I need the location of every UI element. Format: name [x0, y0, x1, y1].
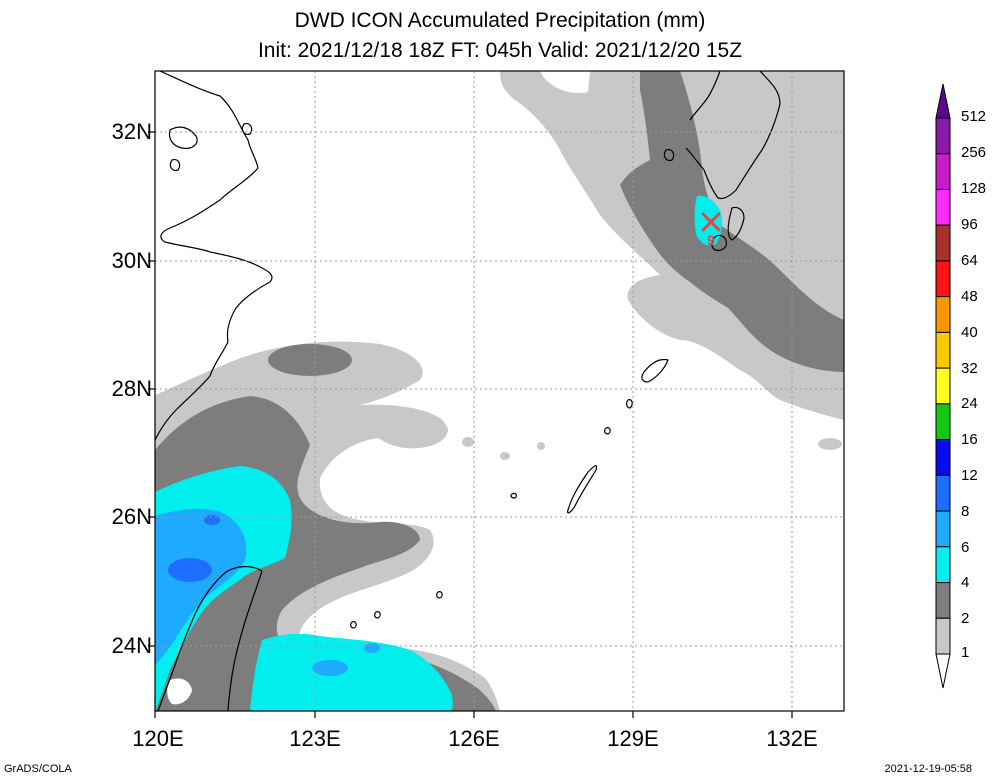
colorbar-label: 128 [961, 180, 987, 197]
colorbar-label: 8 [961, 503, 970, 520]
lake-coastline [168, 126, 198, 149]
lat-label-24n: 24N [111, 633, 152, 658]
colorbar-label: 4 [961, 574, 970, 591]
map-subtitle: Init: 2021/12/18 18Z FT: 045h Valid: 202… [257, 39, 743, 62]
colorbar-segment [935, 617, 951, 655]
colorbar-segment [935, 546, 951, 584]
colorbar-segment [935, 510, 951, 548]
colorbar-label: 96 [961, 216, 978, 233]
precip-patch [537, 442, 545, 450]
lake-coastline [169, 159, 181, 171]
colorbar-top-arrow [935, 83, 951, 119]
lat-label-30n: 30N [111, 248, 152, 273]
colorbar-segment [935, 153, 951, 190]
colorbar-label: 48 [961, 288, 978, 305]
typhoon-number: 9 [707, 232, 715, 248]
precip-patch [372, 416, 448, 444]
colorbar-segment [935, 260, 951, 298]
footer-timestamp: 2021-12-19-05:58 [884, 763, 972, 775]
precip-patch [312, 660, 348, 676]
precip-gap [167, 678, 192, 705]
gridlines [155, 71, 844, 711]
precip-area-6mm [155, 509, 247, 665]
amami-coastline [641, 358, 669, 383]
colorbar-bottom-arrow [935, 653, 951, 689]
footer-credit: GrADS/COLA [4, 763, 72, 775]
colorbar-segment [935, 296, 951, 333]
lat-label-28n: 28N [111, 376, 152, 401]
map-frame [154, 70, 845, 712]
colorbar-label: 2 [961, 610, 970, 627]
island-coastline [374, 611, 381, 619]
precip-patch [168, 558, 212, 582]
island-coastline [436, 591, 443, 599]
island-coastline [604, 427, 611, 435]
lon-label-123e: 123E [289, 726, 341, 751]
precip-patch [462, 437, 474, 447]
colorbar-segment [935, 117, 951, 155]
colorbar-segment [935, 188, 951, 226]
lon-label-126e: 126E [448, 726, 500, 751]
colorbar-segment [935, 474, 951, 512]
lat-label-26n: 26N [111, 504, 152, 529]
china-coastline [155, 71, 273, 441]
island-coastline [241, 123, 253, 135]
lon-label-129e: 129E [607, 726, 659, 751]
colorbar-segment [935, 367, 951, 405]
precip-patch [364, 643, 380, 653]
colorbar-segment [935, 582, 951, 619]
colorbar-label: 12 [961, 467, 978, 484]
colorbar-segment [935, 403, 951, 441]
colorbar-segment [935, 439, 951, 476]
island-coastline [626, 399, 633, 409]
okinawa-coastline [567, 464, 598, 514]
precip-patch [268, 344, 352, 376]
colorbar-segment [935, 331, 951, 369]
kyushu-coastline [685, 71, 781, 200]
typhoon-marker: 9 [701, 212, 721, 248]
precip-area-taiwan-east [250, 633, 453, 711]
typhoon-x-icon [701, 212, 721, 232]
lat-label-32n: 32N [111, 119, 152, 144]
precip-patch [332, 406, 364, 422]
colorbar-label: 32 [961, 360, 978, 377]
colorbar-label: 24 [961, 395, 978, 412]
island-coastline [510, 492, 518, 499]
colorbar-label: 1 [961, 644, 970, 661]
precip-patch [818, 438, 842, 450]
island-coastline [711, 234, 727, 252]
precip-patch [500, 452, 510, 460]
colorbar-label: 6 [961, 539, 970, 556]
colorbar-label: 40 [961, 324, 978, 341]
map-title: DWD ICON Accumulated Precipitation (mm) [294, 9, 706, 32]
colorbar-label: 512 [961, 108, 987, 125]
map-layers: 9 [155, 71, 844, 711]
taiwan-coastline [157, 566, 263, 711]
colorbar-label: 16 [961, 431, 978, 448]
coastlines [155, 71, 781, 711]
island-coastline [350, 621, 357, 629]
island-coastline [663, 149, 675, 161]
colorbar-segment [935, 224, 951, 262]
axis-ticks [148, 131, 793, 718]
colorbar-label: 64 [961, 252, 978, 269]
lon-label-120e: 120E [132, 726, 184, 751]
island-coastline [727, 206, 745, 241]
lon-label-132e: 132E [766, 726, 818, 751]
colorbar-label: 256 [961, 144, 987, 161]
precip-area-east-core [620, 71, 844, 372]
colorbar [935, 83, 951, 689]
